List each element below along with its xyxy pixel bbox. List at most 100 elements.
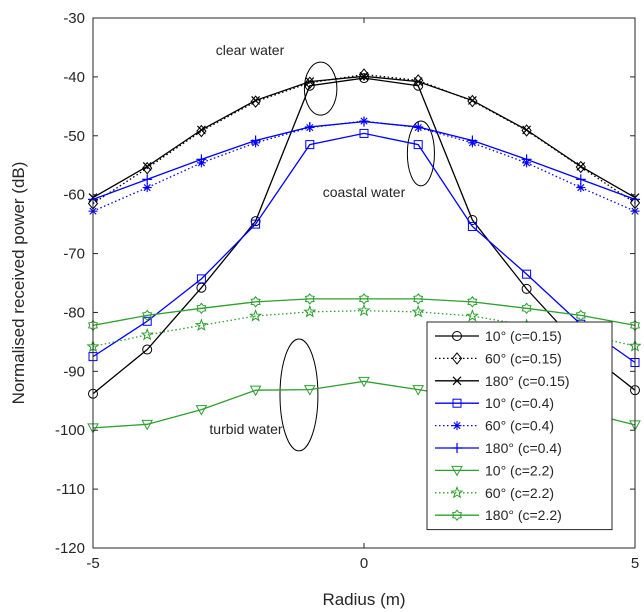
y-tick-label: -60 bbox=[63, 187, 85, 204]
legend-marker bbox=[450, 485, 464, 499]
x-tick-label: 0 bbox=[360, 555, 368, 572]
annotation-label-2: coastal water bbox=[323, 184, 406, 200]
legend-entry: 60° (c=0.15) bbox=[435, 350, 562, 366]
series-6-point bbox=[521, 154, 532, 165]
series-1-point bbox=[521, 283, 532, 294]
series-3-point bbox=[359, 71, 369, 81]
series-7-point bbox=[303, 385, 316, 396]
series-6-point bbox=[575, 174, 586, 185]
annotation-ellipse-1 bbox=[303, 61, 338, 116]
series-line-4 bbox=[92, 132, 636, 364]
series-3-point bbox=[305, 77, 315, 87]
series-9-point bbox=[575, 309, 586, 322]
series-line-8 bbox=[92, 310, 636, 348]
x-axis-label: Radius (m) bbox=[322, 590, 405, 609]
legend-entry: 180° (c=2.2) bbox=[435, 507, 562, 523]
legend-entry: 180° (c=0.4) bbox=[435, 440, 562, 456]
series-line-9 bbox=[92, 298, 636, 327]
legend-entry: 10° (c=2.2) bbox=[435, 462, 554, 478]
series-8-point bbox=[140, 327, 154, 341]
series-9-point bbox=[196, 302, 207, 315]
legend-entry: 60° (c=0.4) bbox=[435, 418, 554, 434]
series-1-point bbox=[359, 73, 369, 84]
series-3-point bbox=[196, 125, 206, 135]
series-9-point bbox=[250, 296, 261, 308]
series-2-point bbox=[196, 124, 207, 138]
annotation-label-3: turbid water bbox=[209, 421, 282, 437]
annotation-ellipse-2 bbox=[406, 120, 435, 187]
annotation-label-1: clear water bbox=[216, 42, 285, 58]
legend-label: 10° (c=0.15) bbox=[485, 328, 562, 344]
series-9-point bbox=[413, 293, 424, 305]
series-4-point bbox=[522, 269, 532, 279]
series-4-point bbox=[251, 219, 261, 229]
series-4-point bbox=[196, 274, 206, 284]
series-6-point bbox=[196, 154, 207, 165]
legend-marker bbox=[451, 352, 463, 365]
legend-label: 10° (c=2.2) bbox=[485, 462, 554, 478]
series-3-point bbox=[251, 96, 261, 105]
series-8-point bbox=[249, 309, 263, 322]
legend-entry: 10° (c=0.4) bbox=[435, 395, 554, 411]
annotation-ellipse-3 bbox=[279, 338, 319, 452]
series-5-point bbox=[142, 183, 152, 193]
legend-label: 60° (c=0.15) bbox=[485, 350, 562, 366]
ticks-layer: -30-40-50-60-70-80-90-100-110-120-5 0 5 bbox=[55, 10, 639, 572]
series-7-point bbox=[358, 376, 370, 388]
series-7-point bbox=[249, 385, 262, 397]
series-9-point bbox=[358, 293, 370, 305]
series-9-point bbox=[142, 309, 153, 322]
y-tick-label: -100 bbox=[55, 422, 85, 439]
series-8-point bbox=[465, 309, 479, 322]
x-tick-label: -5 bbox=[86, 555, 99, 572]
series-8-point bbox=[303, 304, 317, 318]
series-3-point bbox=[142, 161, 152, 171]
annotation-ellipses bbox=[279, 61, 435, 452]
series-9-point bbox=[521, 302, 532, 315]
series-6-point bbox=[142, 174, 153, 185]
legend-marker bbox=[452, 376, 462, 386]
legend-marker bbox=[452, 398, 462, 408]
series-9 bbox=[87, 293, 641, 332]
annotation-labels: clear water coastal water turbid water bbox=[209, 42, 405, 437]
x-tick-label: 5 bbox=[631, 555, 639, 572]
y-axis-label: Normalised received power (dB) bbox=[9, 162, 28, 405]
series-4-point bbox=[467, 221, 477, 231]
series-5-point bbox=[576, 183, 586, 193]
series-4-point bbox=[359, 128, 369, 138]
series-3 bbox=[88, 71, 640, 203]
series-3-point bbox=[413, 77, 423, 87]
legend-label: 60° (c=0.4) bbox=[485, 418, 554, 434]
series-4-point bbox=[413, 140, 423, 150]
y-tick-label: -120 bbox=[55, 540, 85, 557]
legend-marker bbox=[451, 465, 463, 477]
series-6-point bbox=[413, 121, 424, 132]
legend-label: 180° (c=0.15) bbox=[485, 373, 570, 389]
legend: 10° (c=0.15) 60° (c=0.15) 180° (c=0.15) 10°… bbox=[426, 321, 613, 531]
y-tick-label: -50 bbox=[63, 128, 85, 145]
y-tick-label: -80 bbox=[63, 304, 85, 321]
legend-marker bbox=[452, 443, 462, 453]
series-3-point bbox=[522, 125, 532, 135]
legend-entry: 10° (c=0.15) bbox=[435, 328, 562, 344]
series-3-point bbox=[467, 96, 477, 105]
series-4 bbox=[88, 128, 640, 367]
y-tick-label: -30 bbox=[63, 10, 85, 27]
series-1-point bbox=[142, 344, 153, 355]
legend-label: 180° (c=0.4) bbox=[485, 440, 562, 456]
series-9-point bbox=[304, 293, 315, 305]
series-6-point bbox=[304, 121, 315, 132]
series-7-point bbox=[195, 405, 208, 416]
series-6-point bbox=[359, 116, 369, 127]
series-7-point bbox=[141, 419, 154, 431]
legend-label: 180° (c=2.2) bbox=[485, 507, 562, 523]
y-tick-label: -90 bbox=[63, 363, 85, 380]
series-3-point bbox=[576, 161, 586, 171]
y-tick-label: -110 bbox=[56, 481, 85, 498]
series-line-1 bbox=[92, 77, 636, 395]
legend-label: 60° (c=2.2) bbox=[485, 485, 554, 501]
legend-marker bbox=[451, 509, 463, 522]
series-4-point bbox=[305, 140, 315, 150]
legend-entry: 180° (c=0.15) bbox=[435, 373, 570, 389]
series-7-point bbox=[412, 385, 425, 396]
